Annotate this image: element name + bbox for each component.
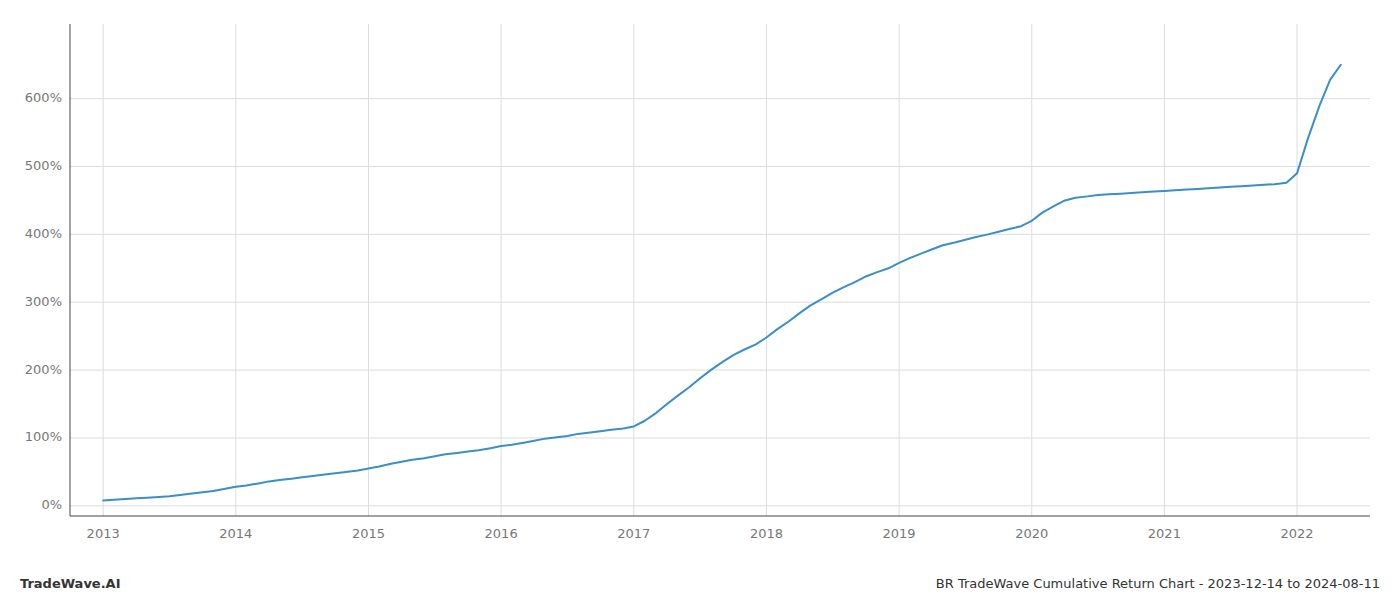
y-grid-line xyxy=(70,302,1370,303)
x-tick-label: 2021 xyxy=(1148,526,1181,541)
x-tick-label: 2014 xyxy=(219,526,252,541)
y-tick-label: 600% xyxy=(25,90,62,105)
y-grid-line xyxy=(70,166,1370,167)
footer-right: BR TradeWave Cumulative Return Chart - 2… xyxy=(936,576,1380,591)
y-tick-label: 0% xyxy=(41,497,62,512)
x-tick-label: 2020 xyxy=(1015,526,1048,541)
tick-labels: 0% 100% 200% 300% 400% 500% 600% 2013 2014 2015 20… xyxy=(25,90,1314,541)
y-tick-label: 300% xyxy=(25,294,62,309)
chart: 0% 100% 200% 300% 400% 500% 600% 2013 2014 2015 20… xyxy=(0,0,1400,600)
plot-area xyxy=(103,65,1341,501)
grid xyxy=(70,24,1370,516)
x-grid-line xyxy=(235,24,236,516)
y-tick-label: 500% xyxy=(25,158,62,173)
x-grid-line xyxy=(103,24,104,516)
x-tick-label: 2022 xyxy=(1280,526,1313,541)
x-grid-line xyxy=(633,24,634,516)
x-tick-label: 2016 xyxy=(485,526,518,541)
x-tick-label: 2017 xyxy=(617,526,650,541)
x-grid-line xyxy=(899,24,900,516)
x-tick-label: 2018 xyxy=(750,526,783,541)
x-grid-line xyxy=(1031,24,1032,516)
y-tick-label: 100% xyxy=(25,429,62,444)
x-grid-line xyxy=(766,24,767,516)
line xyxy=(103,65,1341,501)
y-tick-label: 400% xyxy=(25,226,62,241)
x-grid-line xyxy=(1164,24,1165,516)
x-tick-label: 2013 xyxy=(87,526,120,541)
y-grid-line xyxy=(70,98,1370,99)
x-axis-line xyxy=(70,516,1370,517)
x-grid-line xyxy=(368,24,369,516)
x-grid-line xyxy=(501,24,502,516)
y-grid-line xyxy=(70,234,1370,235)
x-grid-line xyxy=(1297,24,1298,516)
footer-left: TradeWave.AI xyxy=(20,576,121,591)
x-tick-label: 2019 xyxy=(883,526,916,541)
y-grid-line xyxy=(70,505,1370,506)
y-tick-label: 200% xyxy=(25,362,62,377)
y-grid-line xyxy=(70,437,1370,438)
x-tick-label: 2015 xyxy=(352,526,385,541)
y-axis-line xyxy=(70,24,71,516)
y-grid-line xyxy=(70,370,1370,371)
